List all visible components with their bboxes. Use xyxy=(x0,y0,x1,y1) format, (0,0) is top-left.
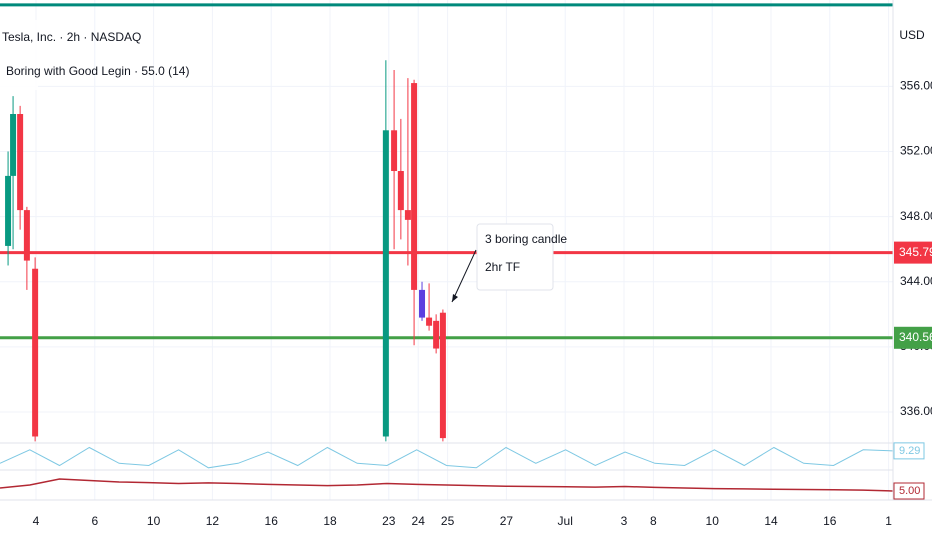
grid xyxy=(0,0,893,500)
x-tick-label: Jul xyxy=(558,514,573,528)
x-tick-label: 10 xyxy=(147,514,161,528)
x-tick-label: 18 xyxy=(323,514,337,528)
candle-body xyxy=(404,210,411,220)
x-tick-label: 16 xyxy=(823,514,837,528)
x-tick-label: 4 xyxy=(33,514,40,528)
level-tag xyxy=(894,241,932,264)
candle-body xyxy=(411,83,418,290)
level-label: 340.56 xyxy=(899,330,932,344)
candle-body xyxy=(10,114,17,176)
indicator-label: 9.29 xyxy=(899,445,920,457)
x-tick-label: 1 xyxy=(885,514,892,528)
candle-body xyxy=(426,317,433,326)
annotation: 3 boring candle 2hr TF xyxy=(451,223,567,303)
candle-body xyxy=(439,312,446,439)
candle-body xyxy=(17,114,24,211)
y-tick-label: 348.00 xyxy=(900,209,932,223)
plot xyxy=(0,3,894,492)
x-tick-label: 14 xyxy=(764,514,778,528)
candle-body xyxy=(419,289,426,318)
indicator-tag xyxy=(893,482,925,500)
indicator-label: 5.00 xyxy=(899,485,920,497)
y-tick-label: 336.00 xyxy=(900,404,932,418)
candle-body xyxy=(32,268,39,437)
indicator-line xyxy=(0,446,894,469)
annotation-text: 2hr TF xyxy=(485,260,520,274)
candle-body xyxy=(397,171,404,211)
indicator-line xyxy=(0,478,894,492)
y-tick-label: 356.00 xyxy=(900,78,932,92)
x-tick-label: 23 xyxy=(382,514,396,528)
x-tick-label: 25 xyxy=(441,514,455,528)
level-tag xyxy=(894,326,932,349)
x-tick-label: 6 xyxy=(91,514,98,528)
y-tick-label: 352.00 xyxy=(900,144,932,158)
candle-body xyxy=(23,210,30,261)
candle-body xyxy=(433,320,440,349)
x-tick-label: 12 xyxy=(206,514,220,528)
candle-body xyxy=(382,130,389,437)
x-tick-label: 3 xyxy=(621,514,628,528)
candle-body xyxy=(5,175,12,246)
arrow-head xyxy=(452,294,458,302)
x-tick-label: 27 xyxy=(500,514,514,528)
currency: USD xyxy=(899,28,925,42)
x-tick-label: 8 xyxy=(650,514,657,528)
annotation-text: 3 boring candle xyxy=(485,232,567,246)
annotation-arrow xyxy=(451,249,477,303)
annotation-box xyxy=(476,223,554,291)
level-label: 345.79 xyxy=(899,245,932,259)
x-tick-label: 16 xyxy=(265,514,279,528)
legend-bg xyxy=(0,20,38,90)
x-tick-label: 10 xyxy=(706,514,720,528)
indicator-title: Boring with Good Legin · 55.0 (14) xyxy=(6,64,189,78)
y-tick-label: 344.00 xyxy=(900,274,932,288)
candle-body xyxy=(391,130,398,172)
x-tick-label: 24 xyxy=(412,514,426,528)
symbol-title: Tesla, Inc. · 2h · NASDAQ xyxy=(2,30,141,44)
indicator-tag xyxy=(893,442,925,460)
